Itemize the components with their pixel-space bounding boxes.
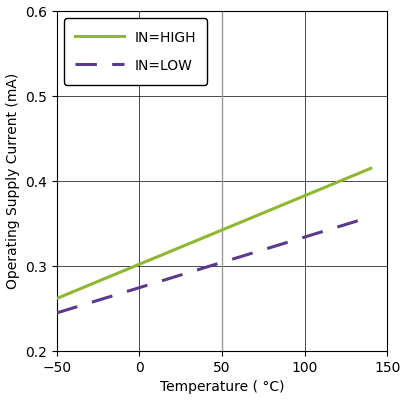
Legend: IN=HIGH, IN=LOW: IN=HIGH, IN=LOW xyxy=(64,18,207,85)
Y-axis label: Operating Supply Current (mA): Operating Supply Current (mA) xyxy=(6,73,19,289)
X-axis label: Temperature ( °C): Temperature ( °C) xyxy=(160,380,284,394)
